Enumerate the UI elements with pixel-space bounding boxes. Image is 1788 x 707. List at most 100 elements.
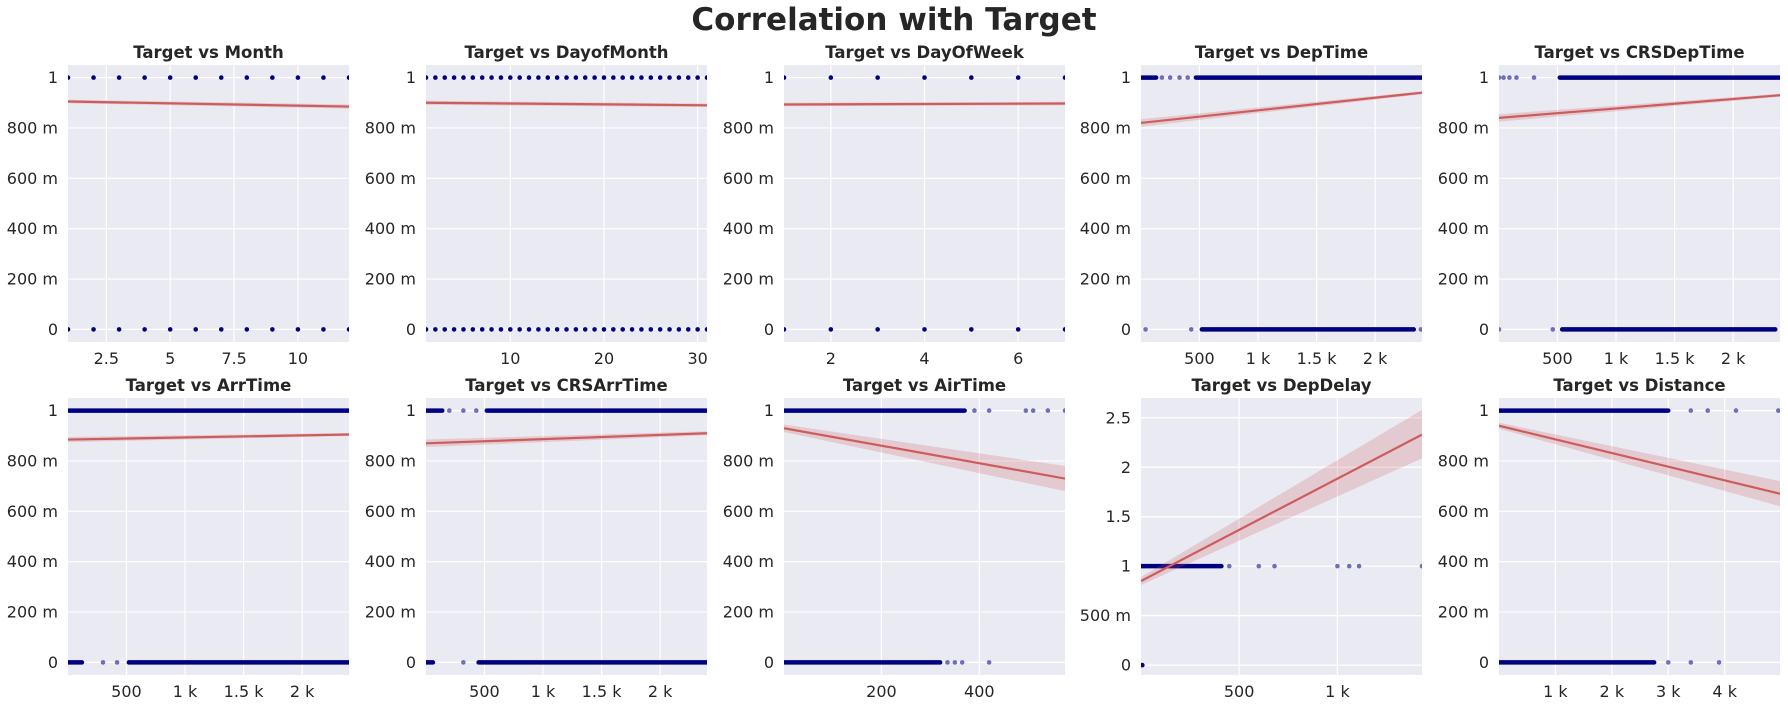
- y-tick-label: 400 m: [723, 552, 774, 571]
- subplot-title: Target vs CRSDepTime: [1534, 43, 1744, 62]
- y-tick-label: 0: [1479, 653, 1489, 672]
- data-point: [685, 327, 691, 332]
- x-tick-label: 1.5 k: [582, 682, 623, 701]
- data-point: [611, 327, 616, 332]
- x-tick-label: 1 k: [1604, 349, 1629, 368]
- data-point: [270, 327, 275, 332]
- data-point: [1045, 408, 1051, 413]
- data-point: [648, 327, 654, 332]
- data-point: [828, 327, 834, 332]
- data-point: [648, 75, 654, 80]
- data-point: [193, 75, 199, 80]
- data-point: [498, 327, 504, 332]
- x-tick-label: 2 k: [1600, 682, 1625, 701]
- x-tick-label: 30: [687, 349, 707, 368]
- plot-area: [784, 398, 1065, 675]
- plot-marks: [426, 75, 707, 332]
- data-point: [959, 660, 965, 665]
- y-tick-label: 1: [406, 401, 416, 420]
- data-point: [244, 327, 250, 332]
- subplot-title: Target vs Month: [133, 43, 284, 62]
- y-tick-label: 2.5: [1106, 408, 1131, 427]
- subplot-title: Target vs ArrTime: [126, 376, 292, 395]
- data-point: [592, 75, 597, 80]
- data-point: [1015, 75, 1021, 80]
- data-point: [573, 327, 579, 332]
- data-point: [442, 75, 448, 80]
- x-tick-label: 1 k: [173, 682, 198, 701]
- data-point: [564, 327, 569, 332]
- data-point: [620, 75, 625, 80]
- data-point: [545, 75, 551, 80]
- data-point: [1015, 327, 1021, 332]
- data-point: [1226, 563, 1232, 569]
- data-point: [116, 327, 122, 332]
- y-tick-label: 0: [406, 320, 416, 339]
- y-tick-label: 800 m: [7, 118, 58, 137]
- x-tick-label: 10: [288, 349, 308, 368]
- plot-marks: [1499, 75, 1780, 332]
- y-tick-label: 600 m: [365, 169, 416, 188]
- y-tick-label: 800 m: [723, 118, 774, 137]
- data-point: [536, 327, 541, 332]
- data-point: [526, 327, 532, 332]
- y-tick-label: 600 m: [365, 502, 416, 521]
- data-point: [582, 75, 588, 80]
- data-point: [1159, 75, 1165, 80]
- data-point: [1185, 75, 1191, 80]
- y-tick-label: 0: [406, 653, 416, 672]
- y-tick-label: 1: [1479, 401, 1489, 420]
- plot-marks: [1499, 408, 1780, 665]
- data-point: [601, 75, 607, 80]
- data-point: [667, 327, 672, 332]
- data-point: [321, 75, 326, 80]
- y-tick-label: 400 m: [1080, 219, 1131, 238]
- data-point: [986, 660, 992, 665]
- data-point: [986, 408, 992, 413]
- data-point: [68, 75, 71, 80]
- data-point: [508, 327, 513, 332]
- data-point: [295, 327, 301, 332]
- x-tick-label: 2.5: [94, 349, 119, 368]
- data-point: [433, 75, 438, 80]
- data-point: [461, 660, 466, 665]
- x-tick-label: 200: [866, 682, 897, 701]
- y-tick-label: 1: [764, 68, 774, 87]
- plot-area: [1141, 398, 1422, 675]
- y-tick-label: 1: [406, 68, 416, 87]
- data-point: [695, 327, 700, 332]
- plot-area: [68, 65, 349, 342]
- data-point: [1418, 327, 1422, 332]
- data-point: [639, 327, 644, 332]
- y-tick-label: 800 m: [365, 451, 416, 470]
- y-tick-label: 600 m: [7, 502, 58, 521]
- data-point: [601, 327, 607, 332]
- data-point: [1507, 75, 1512, 80]
- subplot-8: Target vs AirTime 200 400 0 200 m 400 m 600 m 8…: [723, 376, 1065, 701]
- data-point: [685, 75, 691, 80]
- data-point: [461, 408, 466, 413]
- data-point: [629, 327, 635, 332]
- data-point: [479, 327, 485, 332]
- data-point: [611, 75, 616, 80]
- x-tick-label: 6: [1013, 349, 1023, 368]
- x-tick-label: 500: [1184, 349, 1215, 368]
- data-point: [244, 75, 250, 80]
- data-point: [489, 75, 494, 80]
- data-point: [470, 75, 476, 80]
- x-tick-label: 1.5 k: [1655, 349, 1696, 368]
- data-point: [704, 75, 707, 80]
- subplot-title: Target vs DepDelay: [1192, 376, 1372, 395]
- data-point: [1419, 563, 1422, 569]
- data-point: [1167, 75, 1173, 80]
- data-point: [922, 75, 927, 80]
- data-point: [667, 75, 672, 80]
- data-point: [1688, 408, 1694, 413]
- regression-line: [68, 433, 349, 441]
- y-tick-label: 800 m: [7, 451, 58, 470]
- x-tick-label: 10: [500, 349, 520, 368]
- y-tick-label: 600 m: [7, 169, 58, 188]
- x-tick-label: 400: [964, 682, 995, 701]
- data-point: [142, 75, 147, 80]
- y-tick-label: 800 m: [1438, 451, 1489, 470]
